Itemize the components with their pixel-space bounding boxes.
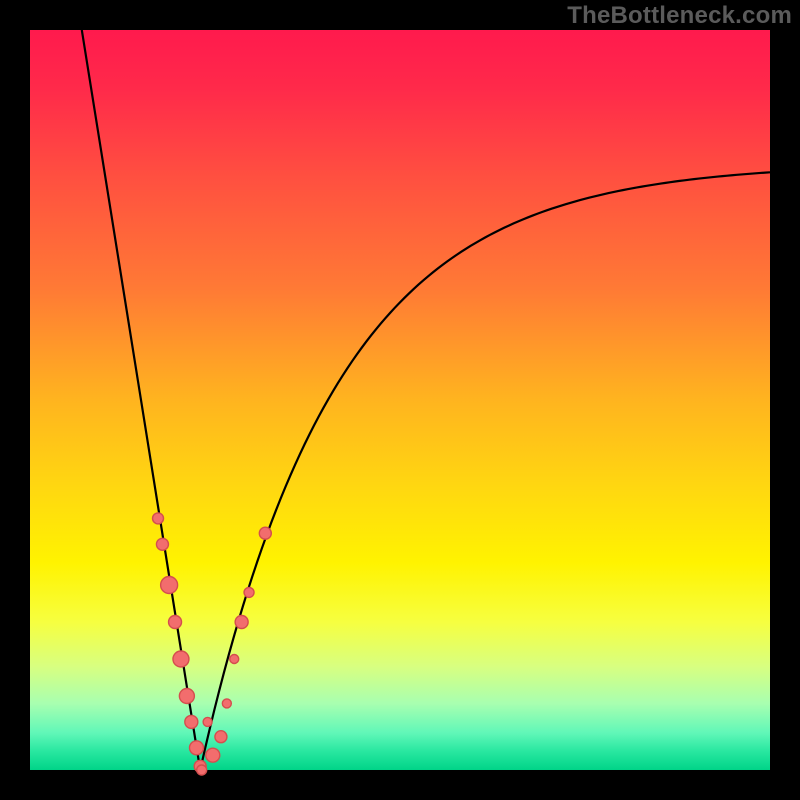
data-marker [206, 748, 220, 762]
data-marker [153, 513, 164, 524]
data-marker [222, 699, 231, 708]
data-marker [185, 715, 198, 728]
data-marker [244, 587, 254, 597]
data-marker [235, 616, 248, 629]
data-marker [179, 689, 194, 704]
chart-frame: TheBottleneck.com [0, 0, 800, 800]
data-marker [215, 731, 227, 743]
data-marker [161, 577, 178, 594]
data-marker [190, 741, 204, 755]
data-marker [203, 717, 212, 726]
watermark-text: TheBottleneck.com [567, 2, 792, 30]
data-marker [230, 655, 239, 664]
data-marker [197, 765, 207, 775]
data-marker [156, 538, 168, 550]
data-marker [173, 651, 189, 667]
data-marker [259, 527, 271, 539]
chart-svg [0, 0, 800, 800]
data-marker [169, 616, 182, 629]
